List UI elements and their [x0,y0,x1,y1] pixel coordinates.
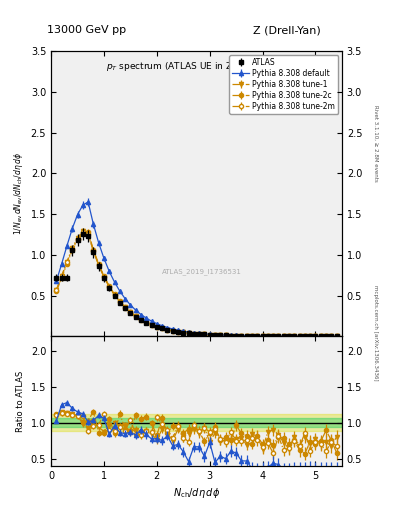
Text: 13000 GeV pp: 13000 GeV pp [47,25,126,35]
Y-axis label: Ratio to ATLAS: Ratio to ATLAS [16,371,25,432]
Legend: ATLAS, Pythia 8.308 default, Pythia 8.308 tune-1, Pythia 8.308 tune-2c, Pythia 8: ATLAS, Pythia 8.308 default, Pythia 8.30… [229,55,338,114]
Text: Z (Drell-Yan): Z (Drell-Yan) [253,25,321,35]
Text: Rivet 3.1.10, ≥ 2.8M events: Rivet 3.1.10, ≥ 2.8M events [373,105,378,182]
Text: mcplots.cern.ch [arXiv:1306.3436]: mcplots.cern.ch [arXiv:1306.3436] [373,285,378,380]
Y-axis label: $1/N_\mathrm{ev}\,dN_\mathrm{ev}/dN_\mathrm{ch}/d\eta\,d\phi$: $1/N_\mathrm{ev}\,dN_\mathrm{ev}/dN_\mat… [12,152,25,236]
X-axis label: $N_\mathrm{ch}/d\eta\,d\phi$: $N_\mathrm{ch}/d\eta\,d\phi$ [173,486,220,500]
Text: $p_T$ spectrum (ATLAS UE in Z production): $p_T$ spectrum (ATLAS UE in Z production… [106,60,287,73]
Text: ATLAS_2019_I1736531: ATLAS_2019_I1736531 [162,269,242,275]
